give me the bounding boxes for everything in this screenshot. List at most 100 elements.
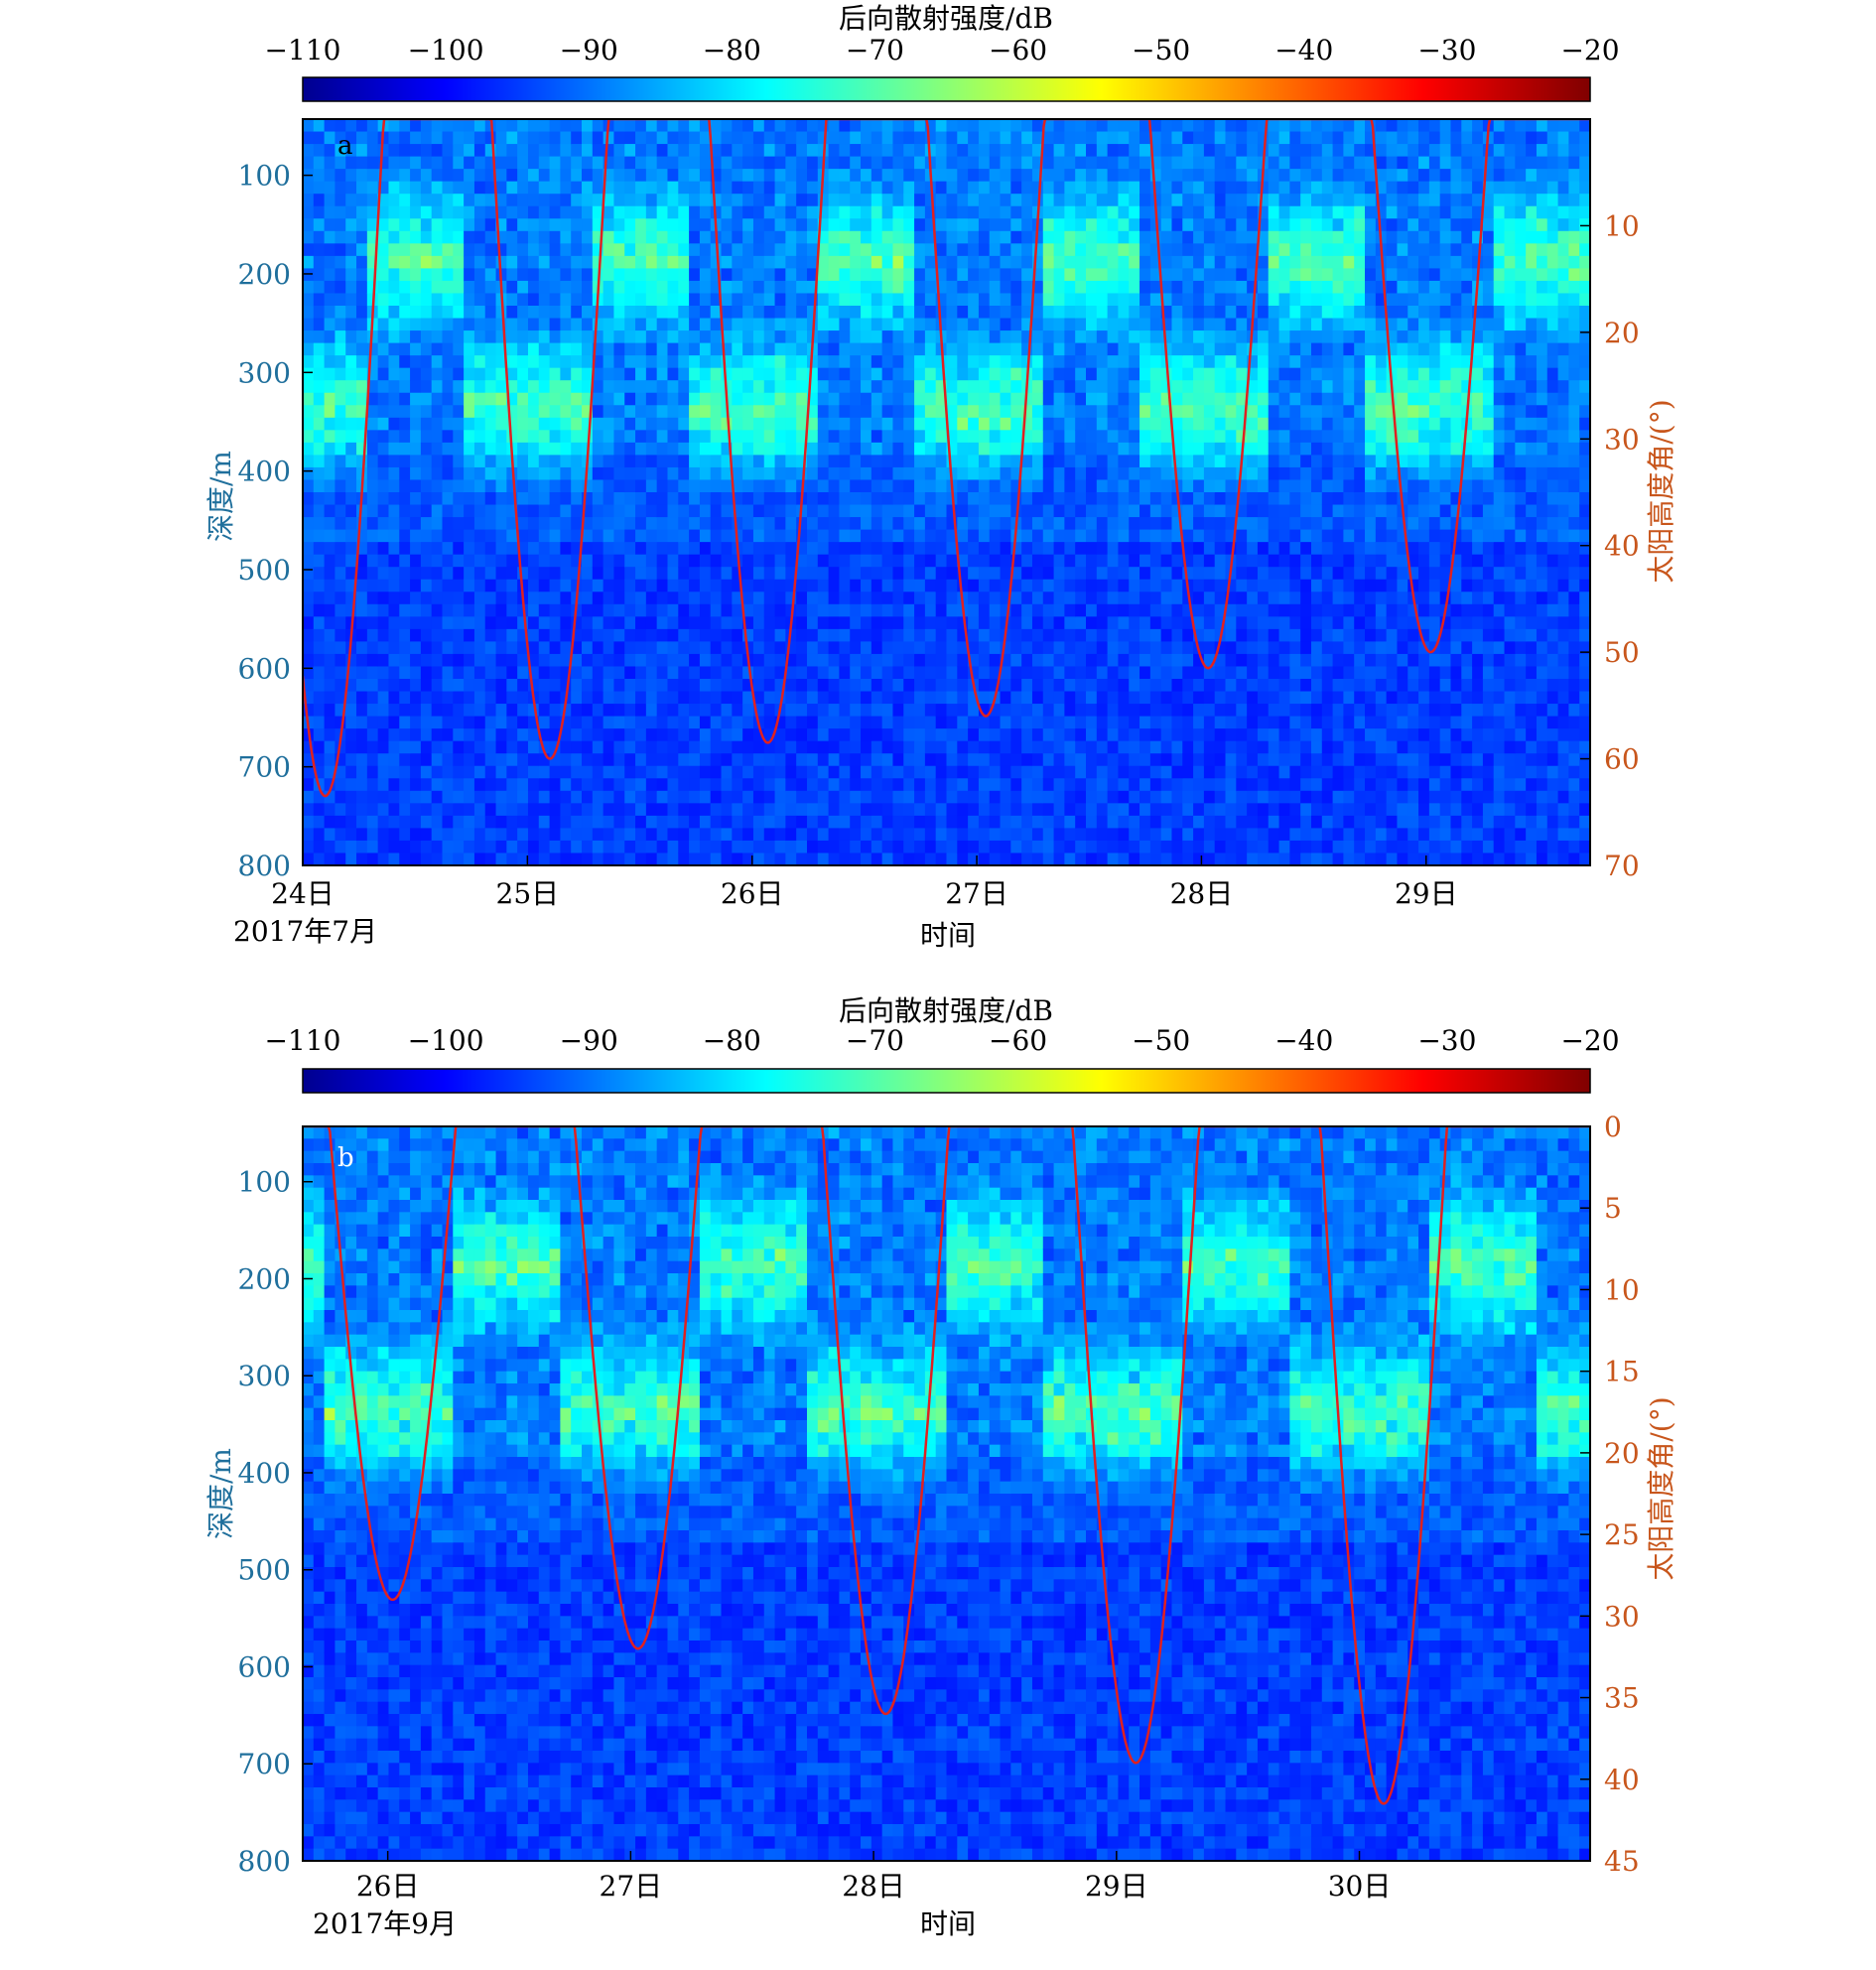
heatmap-cell [1010, 319, 1021, 331]
heatmap-cell [871, 492, 882, 505]
heatmap-cell [925, 717, 936, 729]
heatmap-cell [979, 741, 990, 754]
heatmap-cell [303, 629, 314, 642]
heatmap-cell [947, 393, 958, 406]
heatmap-cell [936, 778, 947, 791]
heatmap-cell [528, 517, 539, 530]
heatmap-cell [453, 803, 464, 816]
heatmap-cell [571, 479, 582, 492]
heatmap-cell [753, 766, 764, 779]
heatmap-cell [871, 654, 882, 667]
heatmap-cell [550, 231, 561, 244]
heatmap-cell [506, 542, 517, 555]
heatmap-cell [914, 641, 925, 654]
heatmap-cell [399, 616, 410, 629]
heatmap-cell [1064, 567, 1075, 580]
heatmap-cell [1129, 766, 1139, 779]
heatmap-cell [421, 343, 432, 356]
heatmap-cell [635, 343, 646, 356]
heatmap-cell [1097, 654, 1108, 667]
heatmap-cell [635, 194, 646, 206]
heatmap-cell [432, 766, 443, 779]
heatmap-cell [506, 132, 517, 145]
heatmap-cell [764, 479, 775, 492]
heatmap-cell [882, 330, 893, 343]
heatmap-cell [892, 306, 903, 319]
heatmap-cell [474, 330, 485, 343]
heatmap-cell [550, 616, 561, 629]
heatmap-cell [925, 443, 936, 456]
heatmap-cell [421, 132, 432, 145]
heatmap-cell [335, 629, 345, 642]
heatmap-cell [657, 467, 668, 480]
heatmap-cell [700, 293, 711, 306]
heatmap-cell [678, 604, 689, 617]
heatmap-cell [979, 343, 990, 356]
heatmap-cell [388, 591, 399, 604]
heatmap-cell [925, 380, 936, 393]
heatmap-cell [356, 517, 367, 530]
heatmap-cell [453, 231, 464, 244]
heatmap-cell [1043, 841, 1054, 854]
heatmap-cell [356, 717, 367, 729]
heatmap-cell [1171, 405, 1182, 418]
heatmap-cell [646, 330, 657, 343]
heatmap-cell [807, 182, 818, 195]
heatmap-cell [1161, 268, 1172, 281]
heatmap-cell [892, 666, 903, 679]
heatmap-cell [314, 119, 325, 132]
heatmap-cell [464, 629, 474, 642]
heatmap-cell [722, 169, 733, 182]
heatmap-cell [314, 430, 325, 443]
heatmap-cell [421, 791, 432, 804]
heatmap-cell [303, 256, 314, 269]
heatmap-cell [892, 555, 903, 568]
heatmap-cell [1054, 692, 1065, 705]
heatmap-cell [550, 641, 561, 654]
heatmap-cell [453, 816, 464, 829]
heatmap-cell [871, 679, 882, 692]
heatmap-cell [421, 567, 432, 580]
heatmap-cell [764, 380, 775, 393]
heatmap-cell [1010, 430, 1021, 443]
heatmap-cell [593, 728, 603, 741]
heatmap-cell [850, 182, 861, 195]
heatmap-cell [1139, 256, 1150, 269]
heatmap-cell [892, 816, 903, 829]
heatmap-cell [1129, 542, 1139, 555]
heatmap-cell [1150, 355, 1161, 368]
heatmap-cell [517, 430, 528, 443]
heatmap-cell [1108, 629, 1119, 642]
heatmap-cell [882, 306, 893, 319]
heatmap-cell [764, 144, 775, 157]
heatmap-cell [1086, 330, 1097, 343]
heatmap-cell [1118, 641, 1129, 654]
heatmap-cell [1010, 182, 1021, 195]
heatmap-cell [1075, 268, 1086, 281]
heatmap-cell [947, 330, 958, 343]
heatmap-cell [1150, 803, 1161, 816]
heatmap-cell [528, 841, 539, 854]
heatmap-cell [839, 567, 850, 580]
heatmap-cell [1129, 393, 1139, 406]
heatmap-cell [1108, 467, 1119, 480]
heatmap-cell [539, 591, 550, 604]
heatmap-cell [925, 704, 936, 717]
heatmap-cell [367, 704, 378, 717]
heatmap-cell [646, 803, 657, 816]
heatmap-cell [1086, 841, 1097, 854]
heatmap-cell [635, 841, 646, 854]
heatmap-cell [678, 616, 689, 629]
heatmap-cell [314, 704, 325, 717]
heatmap-cell [689, 654, 700, 667]
heatmap-cell [624, 567, 635, 580]
heatmap-cell [1086, 194, 1097, 206]
heatmap-cell [1064, 616, 1075, 629]
heatmap-cell [1097, 778, 1108, 791]
heatmap-cell [818, 355, 829, 368]
heatmap-cell [990, 405, 1001, 418]
heatmap-cell [667, 666, 678, 679]
heatmap-cell [818, 517, 829, 530]
heatmap-cell [367, 194, 378, 206]
heatmap-cell [689, 405, 700, 418]
